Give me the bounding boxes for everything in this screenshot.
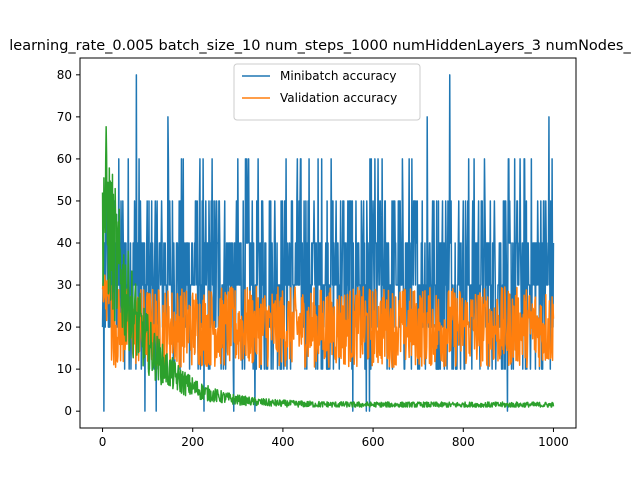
- legend-label: Minibatch accuracy: [280, 69, 396, 83]
- y-axis: 0 10 20 30 40 50 60 70 80: [57, 68, 80, 418]
- legend-frame: [233, 63, 421, 121]
- y-tick-label: 80: [57, 68, 72, 82]
- x-tick-label: 600: [362, 435, 385, 449]
- y-tick-label: 30: [57, 278, 72, 292]
- x-tick-label: 800: [452, 435, 475, 449]
- x-tick-label: 1000: [538, 435, 569, 449]
- y-tick-label: 70: [57, 110, 72, 124]
- series-line-0: [101, 74, 555, 412]
- x-axis: 0 200 400 600 800 1000: [99, 428, 569, 449]
- y-tick-label: 40: [57, 236, 72, 250]
- y-tick-label: 10: [57, 362, 72, 376]
- legend: Minibatch accuracy Validation accuracy: [233, 63, 421, 121]
- series-line-1: [101, 274, 555, 369]
- y-tick-label: 50: [57, 194, 72, 208]
- series-line-2: [101, 126, 555, 408]
- chart-title: learning_rate_0.005 batch_size_10 num_st…: [9, 38, 631, 54]
- y-tick-label: 0: [64, 404, 72, 418]
- x-tick-label: 400: [271, 435, 294, 449]
- legend-label: Validation accuracy: [280, 91, 397, 105]
- x-tick-label: 0: [99, 435, 107, 449]
- plot-lines: [101, 74, 555, 412]
- y-tick-label: 60: [57, 152, 72, 166]
- y-tick-label: 20: [57, 320, 72, 334]
- x-tick-label: 200: [181, 435, 204, 449]
